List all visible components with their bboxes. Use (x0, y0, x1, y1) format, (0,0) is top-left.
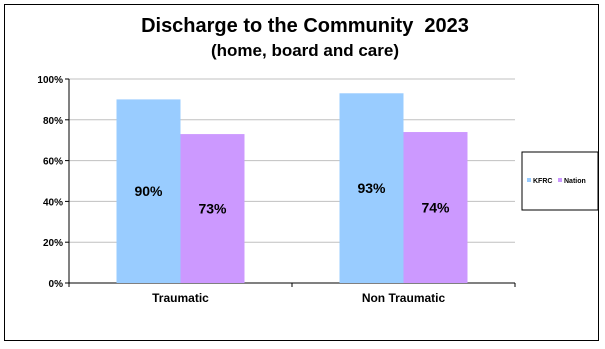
y-tick-label: 80% (43, 116, 63, 127)
axes: 0% 20% 40% 60% 80% 100% Traumatic Non Traumatic (37, 75, 516, 305)
legend-swatch-nation (558, 178, 562, 182)
y-tick-label: 100% (37, 75, 63, 86)
y-tick-label: 40% (43, 197, 63, 208)
data-label: 90% (134, 183, 163, 199)
bar-kfrc (116, 99, 181, 284)
legend-label-kfrc: KFRC (533, 178, 552, 185)
data-label: 74% (421, 200, 450, 216)
bar-nation (403, 132, 468, 283)
x-category-label: Traumatic (152, 291, 209, 305)
bar-kfrc (339, 93, 404, 283)
legend: KFRC Nation (521, 151, 599, 211)
chart-frame (4, 4, 599, 341)
chart-title: Discharge to the Community 2023 (141, 15, 469, 37)
y-tick-label: 20% (43, 238, 63, 249)
bar-nation (180, 134, 245, 283)
bars (116, 93, 468, 284)
legend-label-nation: Nation (564, 178, 586, 185)
data-label: 73% (198, 201, 227, 217)
data-label: 93% (357, 180, 386, 196)
data-labels: 90% 73% 93% 74% (134, 180, 450, 216)
x-category-label: Non Traumatic (362, 291, 446, 305)
y-tick-label: 0% (49, 279, 64, 290)
legend-swatch-kfrc (527, 178, 531, 182)
chart-subtitle: (home, board and care) (211, 41, 399, 60)
y-tick-label: 60% (43, 157, 63, 168)
